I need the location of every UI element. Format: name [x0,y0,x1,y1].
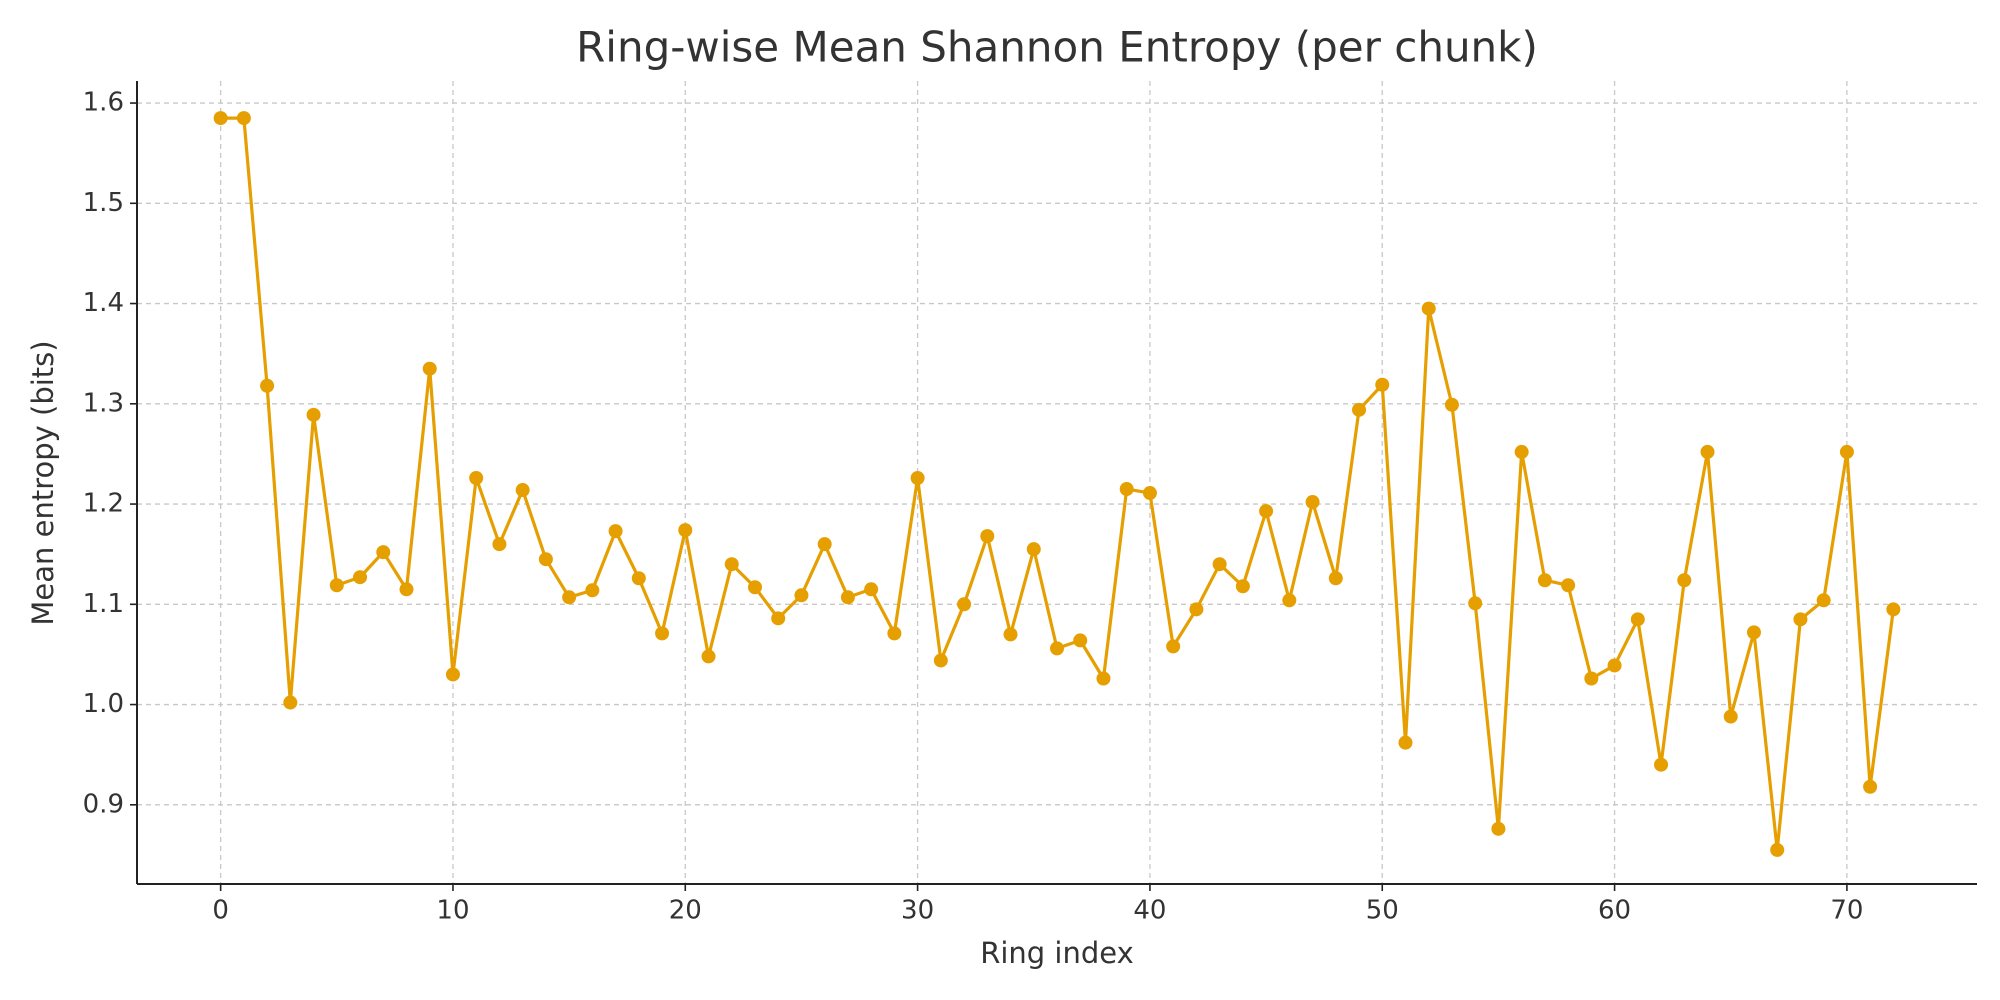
x-tick-label: 0 [212,896,229,926]
data-point [1607,658,1622,673]
data-point [1654,757,1669,772]
y-tick-label: 1.3 [83,388,124,418]
data-point [1468,596,1483,611]
data-point [1630,612,1645,627]
data-point [422,361,437,376]
data-point [980,529,995,544]
data-point [631,571,646,586]
data-point [1096,671,1111,686]
data-point [306,407,321,422]
data-point [655,626,670,641]
data-point [1491,821,1506,836]
x-tick-label: 20 [669,896,702,926]
data-point [585,583,600,598]
data-point [1839,444,1854,459]
data-point [1816,593,1831,608]
data-point [957,597,972,612]
data-point [1886,602,1901,617]
data-point [724,557,739,572]
data-point [1746,625,1761,640]
data-point [1398,735,1413,750]
data-point [1119,482,1134,497]
data-point [1352,402,1367,417]
x-tick-label: 40 [1133,896,1166,926]
data-point [1537,573,1552,588]
y-tick-label: 1.1 [83,589,124,619]
data-point [1677,573,1692,588]
data-point [1584,671,1599,686]
data-point [1793,612,1808,627]
data-point [376,545,391,560]
data-point [1863,779,1878,794]
data-point [1003,627,1018,642]
data-point [515,483,530,498]
data-point [771,611,786,626]
data-point [1212,557,1227,572]
data-point [1421,301,1436,316]
y-tick-label: 1.4 [83,288,124,318]
data-point [1514,444,1529,459]
data-point [469,470,484,485]
y-tick-label: 1.2 [83,489,124,519]
data-point [794,588,809,603]
data-point [492,537,507,552]
data-point [1189,602,1204,617]
x-tick-label: 50 [1366,896,1399,926]
x-tick-label: 70 [1830,896,1863,926]
data-point [538,552,553,567]
data-point [1328,571,1343,586]
data-point [1073,633,1088,648]
data-point [678,523,693,538]
data-point [747,580,762,595]
data-point [933,653,948,668]
data-point [445,667,460,682]
data-point [399,582,414,597]
y-tick-label: 1.0 [83,689,124,719]
chart-title: Ring-wise Mean Shannon Entropy (per chun… [576,23,1538,72]
data-point [1305,495,1320,510]
data-point [1142,486,1157,501]
data-point [1050,641,1064,656]
x-tick-label: 60 [1598,896,1631,926]
data-point [1723,709,1738,724]
data-point [1770,842,1785,857]
data-point [1235,579,1250,594]
data-point [910,470,925,485]
x-axis-label: Ring index [980,936,1134,970]
data-point [283,695,298,710]
data-point [1259,504,1274,519]
data-point [562,590,577,605]
data-point [887,626,902,641]
data-point [1561,578,1576,593]
x-tick-label: 30 [901,896,934,926]
data-point [701,649,716,664]
data-point [608,524,623,539]
y-tick-label: 0.9 [83,789,124,819]
data-point [864,582,879,597]
data-point [1026,542,1041,557]
y-tick-label: 1.6 [83,88,124,118]
data-point [1166,639,1181,654]
data-point [213,111,228,126]
y-tick-label: 1.5 [83,188,124,218]
data-point [1700,444,1715,459]
data-point [236,111,251,126]
data-point [840,590,855,605]
data-point [260,378,275,393]
x-tick-label: 10 [436,896,469,926]
data-point [1375,377,1390,392]
data-point [1282,593,1297,608]
y-axis-label: Mean entropy (bits) [26,340,60,625]
data-point [353,570,368,585]
data-point [329,578,344,593]
data-line [220,116,1895,852]
data-point [817,537,832,552]
data-point [1444,397,1459,412]
